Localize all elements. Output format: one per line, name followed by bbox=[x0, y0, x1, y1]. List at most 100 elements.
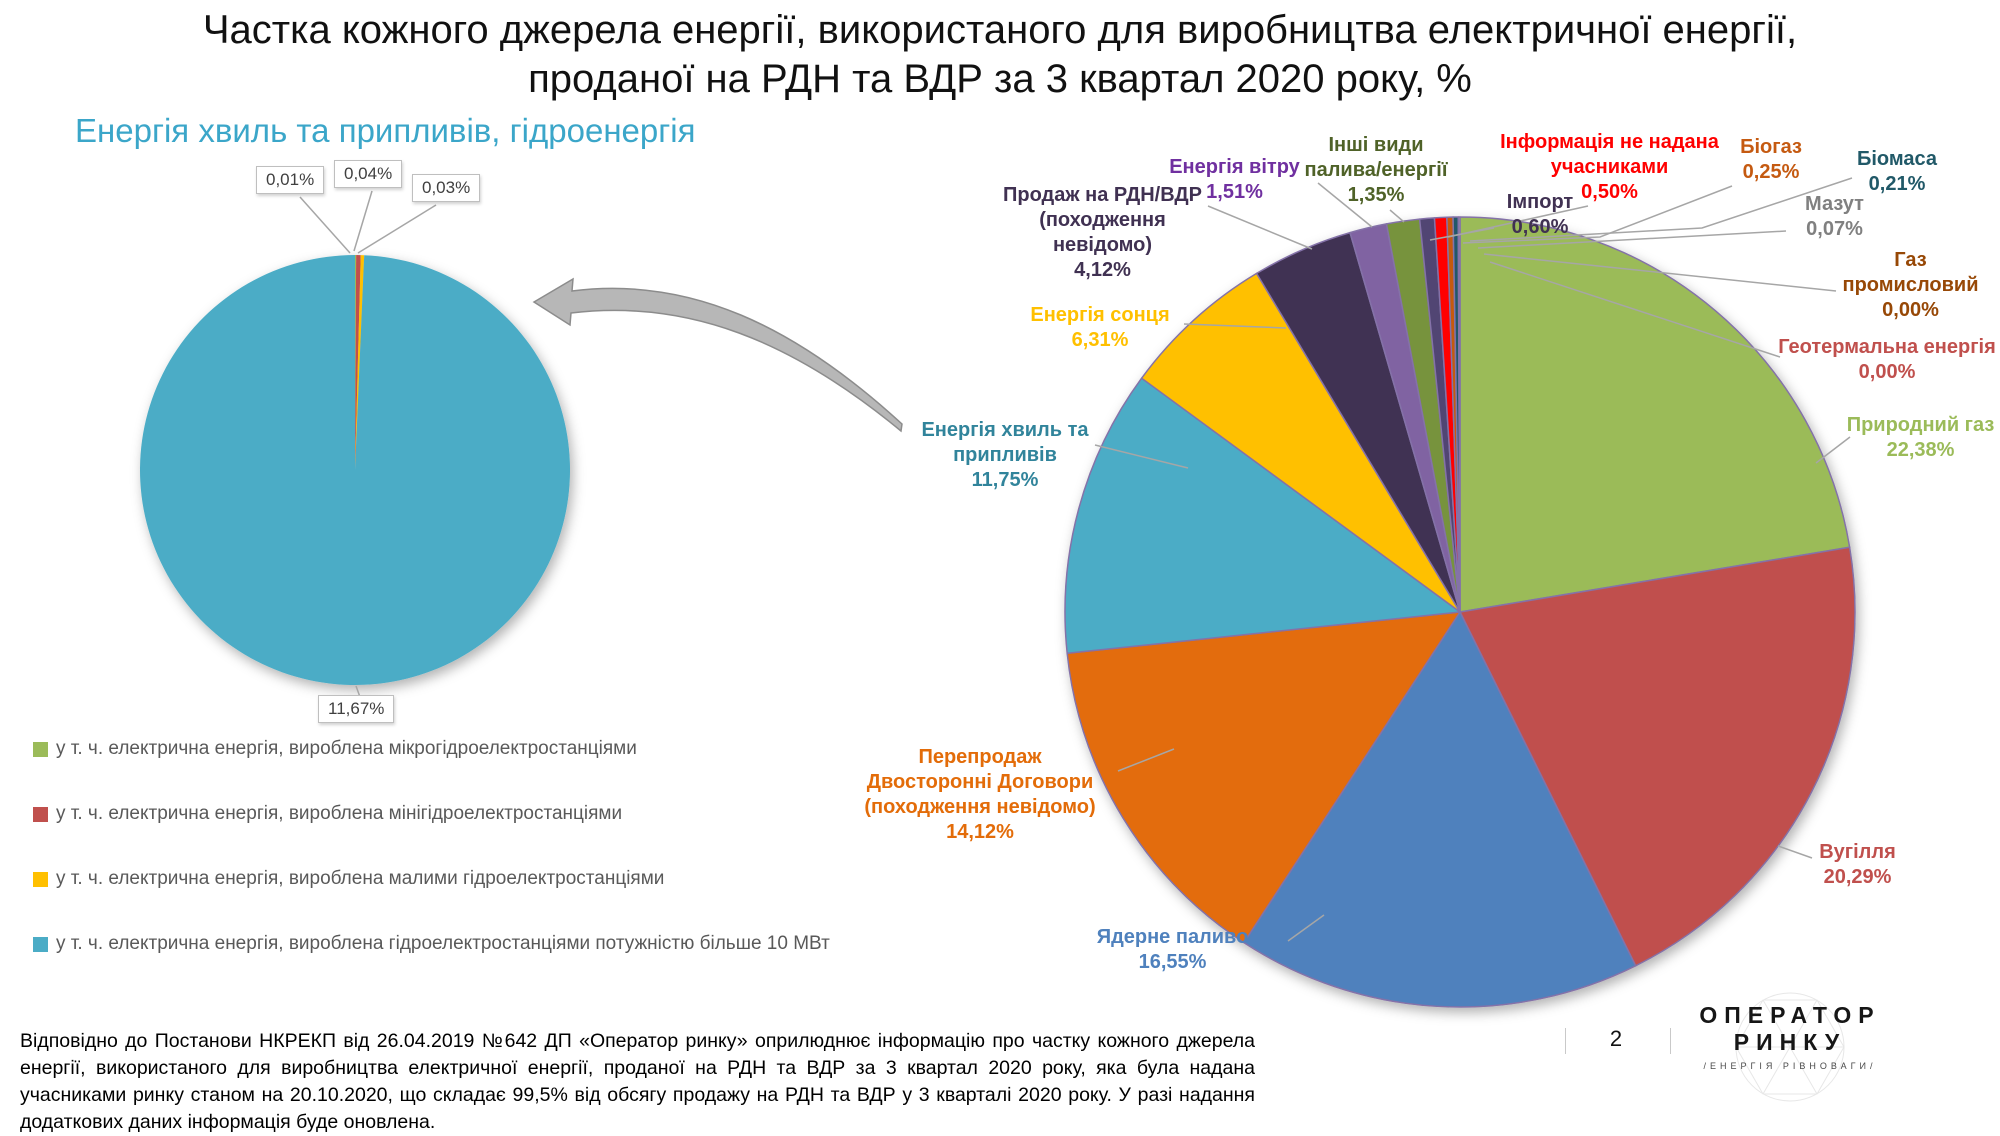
slice-label-coal: Вугілля 20,29% bbox=[1800, 840, 1915, 890]
legend-label-mini-hydro: у т. ч. електрична енергія, вироблена мі… bbox=[56, 803, 623, 824]
main-pie bbox=[1064, 216, 1856, 1008]
pie-slice bbox=[355, 255, 357, 470]
leader-biogas bbox=[1462, 185, 1733, 244]
pie-slice bbox=[355, 255, 361, 470]
slice-value: 0,00% bbox=[1882, 299, 1939, 321]
slice-name: Продаж на РДН/ВДР (походження невідомо) bbox=[1003, 184, 1202, 256]
leader-lines bbox=[299, 177, 1853, 942]
pie-slice bbox=[1459, 546, 1856, 967]
logo-tagline: /ЕНЕРГІЯ РІВНОВАГИ/ bbox=[1703, 1061, 1877, 1071]
page-divider-right bbox=[1670, 1028, 1671, 1054]
slice-name: Інформація не надана учасниками bbox=[1500, 131, 1719, 178]
slice-label-wind: Енергія вітру 1,51% bbox=[1152, 155, 1317, 205]
leader-biomass bbox=[1469, 177, 1853, 242]
slice-name: Енергія хвиль та припливів bbox=[921, 419, 1089, 466]
hydro-pie bbox=[139, 255, 570, 685]
leader-coal bbox=[1777, 845, 1813, 859]
zoom-arrow-icon bbox=[532, 277, 903, 433]
slice-value: 1,51% bbox=[1206, 181, 1263, 203]
slice-label-rdn-sale: Продаж на РДН/ВДР (походження невідомо) … bbox=[1000, 183, 1205, 283]
slice-name: Перепродаж Двосторонні Договори (походже… bbox=[864, 746, 1096, 818]
slice-value: 0,25% bbox=[1742, 161, 1800, 183]
slice-value: 0,07% bbox=[1806, 218, 1863, 240]
callout-micro-hydro: 0,01% bbox=[256, 166, 325, 194]
slice-name: Природний газ bbox=[1846, 414, 1995, 436]
title-line-1: Частка кожного джерела енергії, використ… bbox=[202, 8, 1798, 52]
slice-value: 16,55% bbox=[1138, 951, 1207, 973]
slice-value: 4,12% bbox=[1074, 259, 1131, 281]
slice-label-waves-tides: Енергія хвиль та припливів 11,75% bbox=[920, 418, 1090, 493]
leader-other-fuels bbox=[1389, 209, 1405, 223]
slice-name: Мазут bbox=[1805, 193, 1864, 215]
page-number: 2 bbox=[1609, 1026, 1623, 1051]
pie-slice bbox=[1457, 216, 1461, 613]
slice-value: 11,75% bbox=[971, 469, 1039, 491]
slice-name: Біомаса bbox=[1856, 148, 1938, 170]
pie-slice bbox=[1459, 216, 1851, 613]
title-line-2: проданої на РДН та ВДР за 3 квартал 2020… bbox=[528, 57, 1472, 101]
pie-slice bbox=[1243, 611, 1637, 1008]
pie-slice bbox=[139, 255, 570, 685]
pie-slice bbox=[1140, 272, 1461, 613]
leader-fuel-oil bbox=[1477, 230, 1787, 249]
slice-label-resale-bilateral: Перепродаж Двосторонні Договори (походже… bbox=[855, 745, 1105, 845]
slice-label-geothermal: Геотермальна енергія 0,00% bbox=[1778, 335, 1996, 385]
slice-value: 20,29% bbox=[1823, 866, 1892, 888]
left-chart-title: Енергія хвиль та припливів, гідроенергія bbox=[75, 112, 696, 149]
callout-mini-hydro: 0,04% bbox=[334, 160, 403, 188]
pie-slice bbox=[1066, 611, 1461, 944]
leader-solar bbox=[1183, 323, 1287, 329]
slice-value: 0,50% bbox=[1581, 181, 1638, 203]
page-title: Частка кожного джерела енергії, використ… bbox=[0, 6, 2000, 104]
leader-0-04 bbox=[353, 190, 373, 252]
pie-slice bbox=[355, 255, 365, 470]
slice-value: 14,12% bbox=[946, 821, 1014, 843]
legend-label-large-hydro: у т. ч. електрична енергія, вироблена гі… bbox=[56, 933, 830, 954]
leader-nuclear bbox=[1287, 914, 1325, 942]
slice-name: Газ промисловий bbox=[1842, 249, 1979, 296]
slice-name: Ядерне паливо bbox=[1096, 926, 1249, 948]
slice-label-fuel-oil: Мазут 0,07% bbox=[1787, 192, 1882, 242]
legend-item-small-hydro: у т. ч. електрична енергія, вироблена ма… bbox=[33, 868, 664, 890]
legend-label-micro-hydro: у т. ч. електрична енергія, вироблена мі… bbox=[56, 738, 637, 759]
legend-swatch-micro-hydro bbox=[33, 741, 48, 757]
logo-mesh-icon bbox=[1735, 992, 1845, 1102]
slice-value: 0,21% bbox=[1868, 173, 1926, 195]
slice-name: Біогаз bbox=[1740, 136, 1802, 158]
market-operator-logo: ОПЕРАТОР РИНКУ /ЕНЕРГІЯ РІВНОВАГИ/ bbox=[1680, 1002, 1900, 1071]
slice-label-info-not-provided: Інформація не надана учасниками 0,50% bbox=[1492, 130, 1727, 205]
slice-name: Вугілля bbox=[1819, 841, 1896, 863]
leader-wind bbox=[1317, 182, 1373, 228]
slice-label-other-fuels: Інші види палива/енергії 1,35% bbox=[1300, 133, 1452, 208]
slice-label-import: Імпорт 0,60% bbox=[1496, 190, 1584, 240]
pie-slice bbox=[1064, 377, 1461, 655]
slice-label-industrial-gas: Газ промисловий 0,00% bbox=[1838, 248, 1983, 323]
leader-0-03 bbox=[357, 204, 437, 254]
leader-natural-gas bbox=[1815, 436, 1851, 464]
slice-value: 1,35% bbox=[1347, 184, 1405, 206]
leader-0-01 bbox=[299, 196, 351, 254]
slice-value: 22,38% bbox=[1886, 439, 1955, 461]
leader-resale bbox=[1117, 748, 1175, 772]
slice-label-nuclear: Ядерне паливо 16,55% bbox=[1085, 925, 1260, 975]
leader-geothermal bbox=[1489, 261, 1781, 358]
slice-label-biomass: Біомаса 0,21% bbox=[1847, 147, 1947, 197]
legend-swatch-large-hydro bbox=[33, 936, 48, 952]
slice-label-solar: Енергія сонця 6,31% bbox=[1020, 303, 1180, 353]
callout-small-hydro: 0,03% bbox=[412, 174, 481, 202]
slice-name: Інші види палива/енергії bbox=[1304, 134, 1448, 181]
slice-name: Енергія сонця bbox=[1030, 304, 1170, 326]
slice-value: 0,00% bbox=[1858, 361, 1916, 383]
callout-large-hydro: 11,67% bbox=[318, 695, 395, 723]
logo-text-line2: РИНКУ bbox=[1733, 1029, 1847, 1055]
slice-label-biogas: Біогаз 0,25% bbox=[1726, 135, 1816, 185]
leader-industrial-gas bbox=[1483, 253, 1837, 292]
leader-rdn-sale bbox=[1207, 205, 1313, 250]
slice-value: 0,60% bbox=[1511, 216, 1569, 238]
legend-swatch-small-hydro bbox=[33, 871, 48, 887]
slice-name: Енергія вітру bbox=[1169, 156, 1300, 178]
slice-name: Геотермальна енергія bbox=[1778, 336, 1996, 358]
logo-text-line1: ОПЕРАТОР bbox=[1699, 1002, 1881, 1028]
